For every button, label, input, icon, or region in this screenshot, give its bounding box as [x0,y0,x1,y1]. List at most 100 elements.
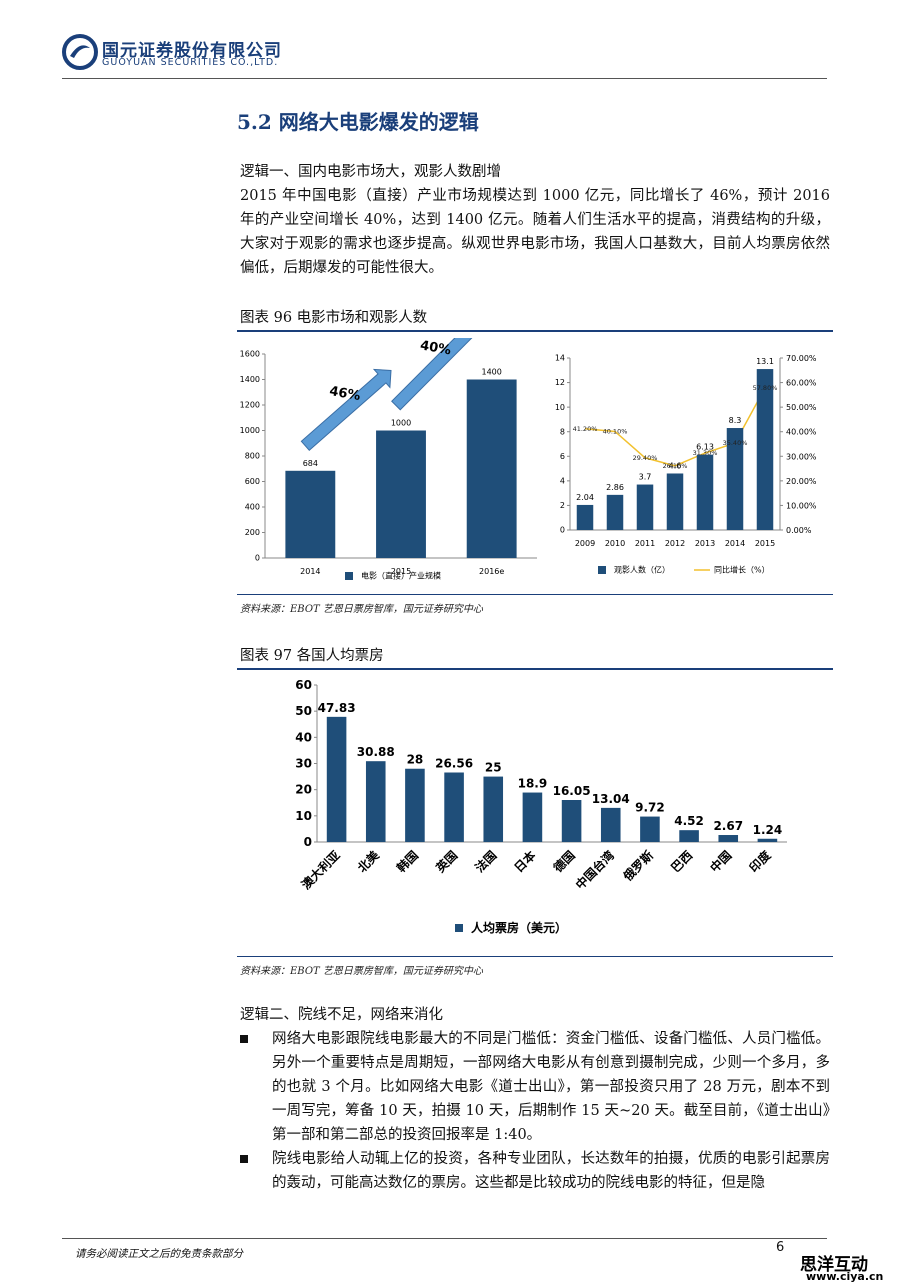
x-tick-label: 德国 [550,848,578,876]
x-tick-label: 日本 [511,848,539,876]
bullet: 院线电影给人动辄上亿的投资，各种专业团队，长达数年的拍摄，优质的电影引起票房的轰… [240,1147,830,1195]
value-label: 684 [303,459,318,468]
y-tick-label: 1600 [240,350,260,359]
y-tick-label: 0 [255,554,260,563]
figure-rule [237,956,833,957]
bar [365,761,386,842]
chart: 0 2 4 6 8 10 12 14 0.00% 10.00% 20.00% 30.00% 40.00%… [555,354,817,575]
growth-arrow [300,368,392,452]
y-tick-label: 0 [304,835,312,849]
legend-label: 电影（直接）产业规模 [361,571,441,581]
value-label: 2.86 [606,483,624,492]
x-tick-label: 2010 [605,539,625,548]
value-label: 29.40% [633,454,658,462]
value-label: 2.67 [713,819,743,833]
legend-label: 人均票房（美元） [471,920,567,935]
bar [405,768,425,842]
growth-arrow [391,338,473,411]
y-tick-label: 1200 [240,401,260,410]
bar [522,792,543,842]
value-label: 31.30% [693,449,718,457]
x-tick-label: 巴西 [668,848,695,875]
figure-rule [237,668,833,670]
bar [483,776,504,842]
value-label: 57.80% [753,384,778,392]
company-en: GUOYUAN SECURITIES CO.,LTD. [102,57,279,68]
bar [285,470,336,558]
y2-tick-label: 20.00% [786,477,817,486]
value-label: 1.24 [753,823,783,837]
y-tick-label: 400 [245,503,260,512]
x-tick-label: 2012 [665,539,685,548]
figure-caption: 图表 97 各国人均票房 [240,648,384,664]
annotation: 46% [328,384,361,404]
value-label: 47.83 [318,701,356,715]
y2-tick-label: 60.00% [786,379,817,388]
y2-tick-label: 70.00% [786,354,817,363]
value-label: 35.40% [723,439,748,447]
y-tick-label: 1000 [240,426,260,435]
bar [576,504,594,530]
y-tick-label: 800 [245,452,260,461]
x-tick-label: 2016e [479,567,504,576]
y-tick-label: 12 [555,378,565,387]
y2-tick-label: 10.00% [786,501,817,510]
y2-tick-label: 30.00% [786,452,817,461]
x-tick-label: 2009 [575,539,595,548]
bar [718,835,739,842]
x-tick-label: 澳大利亚 [298,848,343,893]
value-label: 6.13 [696,443,714,452]
y-tick-label: 0 [560,526,565,535]
y-tick-label: 10 [295,809,312,823]
heading: 逻辑二、院线不足，网络来消化 [240,1007,443,1023]
y-tick-label: 600 [245,477,260,486]
bar [726,428,744,530]
value-label: 26.56 [435,757,473,771]
value-label: 40.10% [603,427,628,435]
bar [696,454,714,530]
bar [326,716,347,842]
company: 国元证券股份有限公司 [102,41,282,61]
bar [679,830,699,842]
bar [600,807,621,842]
value-label: 30.88 [357,745,395,759]
x-tick-label: 2013 [695,539,715,548]
y-tick-label: 200 [245,528,260,537]
value-label: 4.52 [674,814,704,828]
value-label: 1400 [481,368,501,377]
value-label: 41.20% [573,425,598,433]
bar [561,800,582,842]
value-label: 13.1 [756,357,774,366]
bullet-text: 网络大电影跟院线电影最大的不同是门槛低：资金门槛低、设备门槛低、人员门槛低。另外… [272,1031,830,1143]
x-tick-label: 英国 [433,848,461,876]
legend-swatch [345,572,353,580]
bar [606,494,624,530]
y2-tick-label: 50.00% [786,403,817,412]
x-tick-label: 2014 [300,567,320,576]
figure-rule [237,594,833,595]
y-tick-label: 4 [560,477,565,486]
x-tick-label: 印度 [746,847,774,875]
bullet-text: 院线电影给人动辄上亿的投资，各种专业团队，长达数年的拍摄，优质的电影引起票房的轰… [272,1151,830,1191]
disclaimer: 请务必阅读正文之后的免责条款部分 [75,1248,243,1260]
y-tick-label: 14 [555,354,565,363]
x-tick-label: 2015 [391,567,411,576]
value-label: 1000 [391,419,411,428]
annotation: 40% [419,338,452,358]
header-rule [62,78,827,79]
y-tick-label: 30 [295,757,312,771]
value-label: 18.9 [518,777,548,791]
y2-tick-label: 0.00% [786,526,812,535]
footer-rule [62,1238,827,1239]
y-tick-label: 1400 [240,375,260,384]
y-tick-label: 60 [295,678,312,692]
x-tick-label: 中国 [707,848,735,876]
x-tick-label: 韩国 [393,848,421,876]
y-tick-label: 2 [560,501,565,510]
value-label: 9.72 [635,801,665,815]
bar [756,369,774,530]
logo [62,34,98,70]
y-tick-label: 6 [560,452,565,461]
